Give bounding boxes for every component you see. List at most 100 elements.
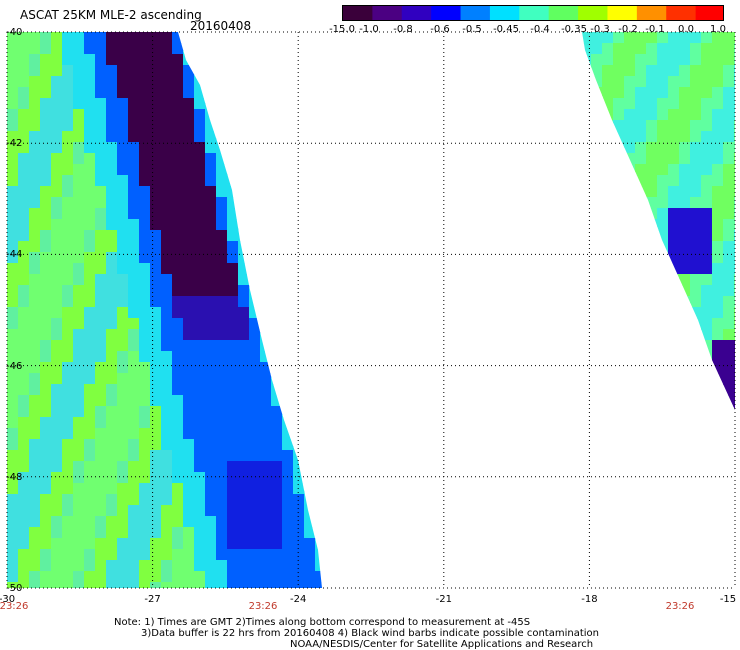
data-cell (315, 263, 322, 275)
data-cell (139, 516, 151, 528)
data-cell (194, 340, 206, 352)
data-cell (734, 98, 735, 110)
data-cell (326, 549, 338, 561)
data-cell (128, 527, 140, 539)
data-cell (172, 32, 184, 44)
data-cell (194, 197, 206, 209)
data-cell (326, 373, 338, 385)
data-cell (326, 131, 338, 143)
data-cell (128, 32, 140, 44)
data-cell (172, 527, 184, 539)
data-cell (51, 142, 63, 154)
data-cell (582, 164, 592, 176)
data-cell (293, 351, 305, 363)
data-cell (95, 142, 107, 154)
data-cell (304, 461, 316, 473)
data-cell (205, 527, 217, 539)
data-cell (18, 494, 30, 506)
data-cell (249, 362, 261, 374)
data-cell (40, 120, 52, 132)
data-cell (304, 76, 316, 88)
data-cell (18, 428, 30, 440)
data-cell (271, 241, 283, 253)
data-cell (271, 54, 283, 66)
data-cell (18, 131, 30, 143)
data-cell (646, 560, 658, 572)
data-cell (613, 230, 625, 242)
data-cell (227, 527, 239, 539)
data-cell (18, 417, 30, 429)
data-cell (602, 439, 614, 451)
data-cell (315, 219, 322, 231)
data-cell (84, 32, 96, 44)
data-cell (635, 175, 647, 187)
data-cell (73, 120, 85, 132)
data-cell (183, 131, 195, 143)
data-cell (150, 219, 162, 231)
data-cell (304, 142, 316, 154)
data-cell (701, 54, 713, 66)
data-cell (326, 461, 338, 473)
data-cell (194, 274, 206, 286)
data-cell (95, 186, 107, 198)
data-cell (249, 87, 261, 99)
data-cell (624, 318, 636, 330)
data-cell (602, 87, 614, 99)
data-cell (161, 197, 173, 209)
data-cell (172, 219, 184, 231)
data-cell (73, 32, 85, 44)
data-cell (679, 351, 691, 363)
data-cell (29, 351, 41, 363)
data-cell (150, 274, 162, 286)
data-cell (657, 527, 669, 539)
data-cell (62, 318, 74, 330)
data-cell (40, 263, 52, 275)
data-cell (668, 65, 680, 77)
data-cell (271, 87, 283, 99)
data-cell (582, 318, 592, 330)
data-cell (216, 494, 228, 506)
data-cell (139, 373, 151, 385)
data-cell (29, 538, 41, 550)
data-cell (646, 120, 658, 132)
data-cell (668, 274, 680, 286)
data-cell (260, 483, 272, 495)
data-cell (690, 318, 702, 330)
data-cell (194, 329, 206, 341)
data-cell (161, 131, 173, 143)
data-cell (260, 351, 272, 363)
data-cell (582, 296, 592, 308)
data-cell (690, 153, 702, 165)
data-cell (205, 76, 217, 88)
data-cell (216, 560, 228, 572)
data-cell (194, 153, 206, 165)
data-cell (613, 340, 625, 352)
data-cell (18, 54, 30, 66)
data-cell (602, 516, 614, 528)
data-cell (194, 252, 206, 264)
data-cell (40, 373, 52, 385)
data-cell (18, 285, 30, 297)
data-cell (668, 450, 680, 462)
data-cell (635, 197, 647, 209)
data-cell (723, 406, 735, 410)
data-cell (62, 142, 74, 154)
data-cell (679, 428, 691, 440)
data-cell (304, 549, 316, 561)
data-cell (249, 461, 261, 473)
data-cell (205, 164, 217, 176)
data-cell (679, 131, 691, 143)
data-cell (62, 164, 74, 176)
data-cell (205, 329, 217, 341)
data-cell (624, 109, 636, 121)
data-cell (172, 494, 184, 506)
data-cell (51, 252, 63, 264)
data-cell (150, 175, 162, 187)
data-cell (7, 373, 19, 385)
data-cell (150, 461, 162, 473)
data-cell (657, 395, 669, 407)
data-cell (51, 65, 63, 77)
data-cell (194, 307, 206, 319)
data-cell (95, 32, 107, 44)
data-cell (73, 417, 85, 429)
